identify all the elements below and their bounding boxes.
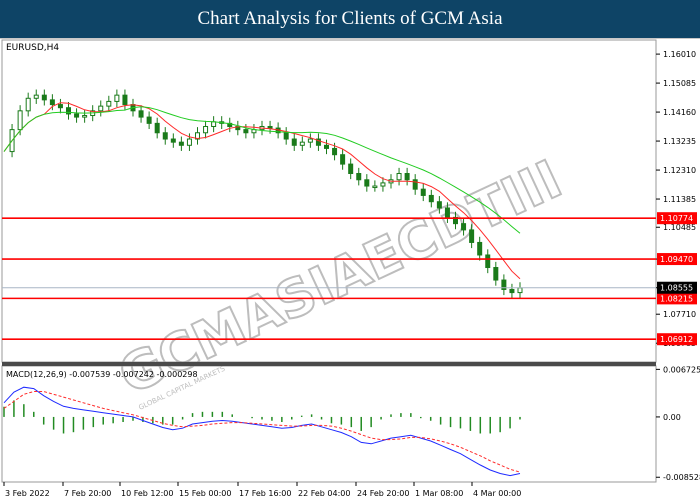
candle-body — [178, 141, 184, 146]
candle-body — [122, 94, 128, 106]
level-price-label: 1.08215 — [660, 294, 693, 303]
level-price-label: 1.10774 — [660, 214, 693, 223]
x-tick-label: 3 Feb 2022 — [5, 489, 50, 498]
candle-body — [291, 138, 297, 146]
candle-body — [404, 173, 410, 181]
candle-body — [356, 173, 362, 181]
candle-body — [267, 125, 273, 129]
candle-body — [17, 110, 23, 131]
x-tick-label: 15 Feb 00:00 — [179, 489, 231, 498]
x-tick-label: 17 Feb 16:00 — [239, 489, 291, 498]
y-tick-label: 1.14160 — [663, 108, 696, 117]
candle-body — [49, 99, 55, 106]
symbol-label: EURUSD,H4 — [6, 43, 60, 53]
y-tick-label: 1.13235 — [663, 137, 696, 146]
chart-window[interactable] — [0, 38, 700, 501]
candle-body — [493, 267, 499, 281]
svg-text:GCMASIAECDTIII: GCMASIAECDTIII — [110, 149, 571, 406]
candle-body — [106, 100, 112, 107]
y-tick-label: 1.15085 — [663, 79, 696, 88]
candle-body — [146, 116, 152, 124]
candle-body — [340, 154, 346, 165]
candle-body — [509, 288, 515, 294]
macd-y-tick-label: 0.006725 — [663, 365, 700, 374]
macd-label: MACD(12,26,9) -0.007539 -0.007242 -0.000… — [6, 370, 198, 379]
candle-body — [315, 138, 321, 146]
candle-body — [501, 279, 507, 290]
macd-line — [3, 386, 521, 477]
macd-y-tick-label: 0.00 — [663, 413, 681, 422]
level-price-label: 1.06912 — [660, 335, 693, 344]
pane-divider[interactable] — [2, 362, 656, 366]
candle-body — [203, 125, 209, 134]
y-tick-label: 1.12310 — [663, 166, 696, 175]
candle-body — [420, 188, 426, 196]
watermark-logo: GCMASIAECDTIII — [109, 148, 572, 407]
candle-body — [380, 182, 386, 187]
candle-body — [138, 110, 144, 118]
candle-body — [283, 132, 289, 140]
candle-body — [412, 179, 418, 190]
level-price-tag — [657, 212, 697, 225]
candle-body — [477, 241, 483, 256]
candle-body — [74, 113, 80, 118]
candle-body — [469, 229, 475, 243]
candle-body — [453, 216, 458, 225]
x-tick-label: 10 Feb 12:00 — [121, 489, 173, 498]
candle-body — [444, 207, 450, 218]
candle-body — [461, 223, 467, 231]
candle-body — [211, 121, 217, 127]
candle-body — [436, 201, 442, 209]
candle-body — [517, 287, 523, 294]
candle-body — [324, 144, 329, 149]
ma-slow-line — [3, 106, 521, 234]
candle-body — [332, 147, 338, 156]
x-tick-label: 4 Mar 00:00 — [473, 489, 521, 498]
candle-body — [114, 94, 120, 102]
x-tick-label: 1 Mar 08:00 — [415, 489, 463, 498]
candle-body — [82, 115, 88, 118]
current-price-label: 1.08555 — [660, 284, 693, 293]
candle-body — [428, 194, 434, 203]
macd-signal-line — [3, 391, 521, 473]
candle-body — [25, 97, 31, 112]
candle-body — [186, 138, 192, 146]
candle-body — [299, 141, 305, 146]
candle-body — [162, 132, 168, 140]
level-price-tag — [657, 253, 697, 266]
candle-body — [364, 179, 370, 187]
page-title: Chart Analysis for Clients of GCM Asia — [0, 0, 700, 38]
candle-body — [98, 105, 104, 112]
candle-body — [195, 132, 200, 140]
x-tick-label: 22 Feb 04:00 — [298, 489, 350, 498]
x-tick-label: 24 Feb 20:00 — [357, 489, 409, 498]
candle-body — [57, 104, 63, 109]
y-tick-label: 1.10485 — [663, 223, 696, 232]
current-price-tag — [657, 281, 697, 294]
candle-body — [348, 163, 354, 175]
x-tick-label: 7 Feb 20:00 — [64, 489, 111, 498]
ma-fast-line — [3, 102, 521, 280]
candle-body — [243, 129, 249, 134]
macd-y-tick-label: -0.008528 — [663, 473, 700, 482]
candle-body — [41, 94, 47, 101]
y-tick-label: 1.16010 — [663, 50, 696, 59]
y-tick-label: 1.07710 — [663, 310, 696, 319]
level-price-label: 1.09470 — [660, 255, 693, 264]
candle-body — [154, 122, 160, 134]
candle-body — [170, 138, 176, 143]
level-price-tag — [657, 333, 697, 346]
candle-body — [307, 138, 313, 143]
candle-body — [66, 107, 71, 115]
candle-body — [33, 94, 39, 99]
candle-body — [396, 173, 402, 181]
macd-plot-area[interactable] — [1, 365, 657, 483]
y-tick-label: 1.11385 — [663, 195, 696, 204]
candle-body — [372, 185, 378, 189]
candle-body — [485, 254, 491, 269]
level-price-tag — [657, 292, 697, 305]
